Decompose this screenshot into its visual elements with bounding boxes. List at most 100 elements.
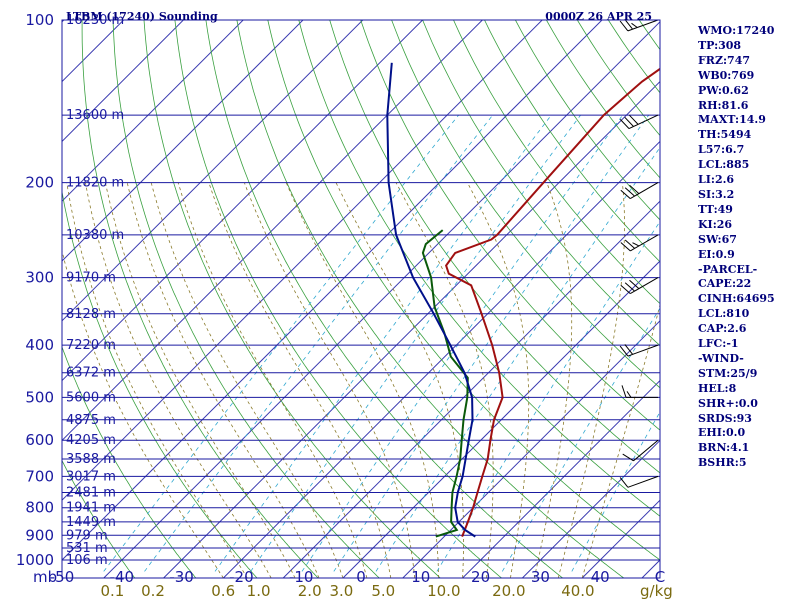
altitude-label: 9170 m (66, 271, 116, 286)
altitude-label: 3017 m (66, 469, 116, 484)
mixing-ratio-label: 3.0 (329, 582, 353, 600)
wind-barb-flag (624, 116, 634, 127)
sounding-index-item: RH:81.6 (698, 98, 749, 112)
wind-barb-flag (631, 22, 638, 28)
station-title: LTBM (17240) Sounding (66, 10, 218, 23)
isotherm-line (62, 20, 185, 143)
isotherm-line (62, 20, 603, 561)
sounding-index-item: WMO:17240 (698, 24, 775, 37)
wind-barb (619, 344, 659, 357)
temperature-tick-label: -10 (289, 568, 314, 586)
isotherm-grid (62, 20, 660, 578)
mixing-ratio-label: 0.6 (211, 582, 235, 600)
sounding-indices-list: WMO:17240 TP:308 FRZ:747 WB0:769 PW:0.62 RH:8… (698, 24, 775, 471)
moist-adiabat-line (395, 182, 494, 578)
altitude-label: 6372 m (66, 366, 116, 381)
sounding-index-item: BSHR:5 (698, 456, 747, 470)
sounding-index-item: FRZ:747 (698, 53, 751, 67)
wind-barb-flag (624, 344, 633, 355)
isotherm-line (62, 20, 304, 262)
wind-barb-staff (630, 277, 659, 295)
pressure-tick-label: 200 (25, 174, 54, 192)
wind-barb-flag (621, 385, 627, 398)
isotherm-line (62, 20, 484, 442)
isotherm-line (62, 20, 543, 501)
dry-adiabat-line (267, 20, 660, 561)
wind-barb-flag (632, 242, 640, 247)
mixing-ratio-label: 20.0 (492, 582, 525, 600)
dry-adiabat-line (422, 20, 660, 347)
temperature-tick-label: -40 (110, 568, 135, 586)
mixing-ratio-label: 0.2 (141, 582, 165, 600)
sounding-index-item: CINH:64695 (698, 292, 775, 306)
wind-barb-staff (630, 182, 659, 200)
sounding-index-item: SW:67 (698, 232, 737, 246)
temperature-tick-label: 20 (471, 568, 490, 586)
mixing-ratio-label: 0.1 (100, 582, 124, 600)
moist-adiabat-line (105, 182, 296, 578)
dry-adiabat-line (391, 20, 660, 389)
sounding-index-item: SHR+:0.0 (698, 396, 758, 410)
mixing-ratio-label: 5.0 (371, 582, 395, 600)
dry-adiabat-line (484, 20, 660, 263)
moist-adiabat-line (581, 303, 660, 578)
dry-adiabat-line (62, 459, 136, 578)
wind-barb (622, 439, 659, 462)
wind-barb-flag (619, 20, 629, 32)
wind-barb-flag (620, 242, 631, 252)
sounding-index-item: LFC:-1 (698, 337, 739, 351)
temperature-tick-label: 30 (531, 568, 550, 586)
wind-barb-flag (619, 345, 629, 357)
dry-adiabat-grid (62, 20, 660, 578)
altitude-label: 106 m (66, 553, 108, 568)
plot-frame (61, 19, 661, 579)
sounding-index-item: SRDS:93 (698, 411, 752, 425)
wind-barb (619, 114, 659, 130)
dry-adiabat-line (236, 20, 625, 578)
dry-adiabat-line (453, 20, 660, 305)
altitude-label: 4205 m (66, 433, 116, 448)
temperature-profile (444, 67, 660, 537)
sounding-index-item: TH:5494 (698, 128, 752, 142)
dry-adiabat-line (329, 20, 660, 474)
moist-adiabat-line (557, 182, 625, 578)
wind-barb-staff (630, 234, 659, 252)
temperature-tick-label: 10 (411, 568, 430, 586)
mixing-ratio-label: 2.0 (298, 582, 322, 600)
wind-barb-flag (629, 279, 640, 289)
sounding-index-item: CAP:2.6 (698, 322, 747, 336)
sounding-index-item: KI:26 (698, 217, 733, 231)
pressure-tick-label: 900 (25, 526, 54, 544)
sounding-index-item: -WIND- (698, 351, 744, 365)
wind-barb-flag (620, 189, 631, 199)
dewpoint-profile (421, 229, 469, 538)
pressure-tick-label: 400 (25, 336, 54, 354)
sounding-index-item: LCL:810 (698, 307, 750, 321)
wind-barb-flag (619, 477, 629, 488)
sounding-index-item: CAPE:22 (698, 277, 752, 291)
wind-barb-staff (627, 475, 659, 488)
wind-barb-flag (624, 187, 635, 197)
temperature-tick-label: 40 (591, 568, 610, 586)
temperature-tick-label: -20 (229, 568, 254, 586)
wind-barb-staff (627, 19, 659, 32)
isotherm-line (103, 21, 660, 578)
wind-barb (620, 234, 659, 252)
moist-adiabat-grid (62, 182, 660, 578)
parcel-profile (386, 62, 476, 538)
moist-adiabat-line (85, 182, 272, 578)
isotherm-line (462, 379, 660, 578)
wind-barb-staff (633, 439, 659, 462)
pressure-tick-label: 1000 (16, 551, 54, 569)
wind-barb-flag (624, 282, 635, 292)
sounding-index-item: PW:0.62 (698, 83, 749, 97)
moist-adiabat-line (177, 182, 368, 578)
altitude-label: 7220 m (66, 338, 116, 353)
sounding-time: 0000Z 26 APR 25 (545, 10, 652, 23)
isotherm-line (522, 439, 660, 578)
isotherm-line (62, 20, 364, 322)
wind-barb-staff (628, 114, 659, 130)
sounding-index-item: -PARCEL- (698, 262, 758, 276)
